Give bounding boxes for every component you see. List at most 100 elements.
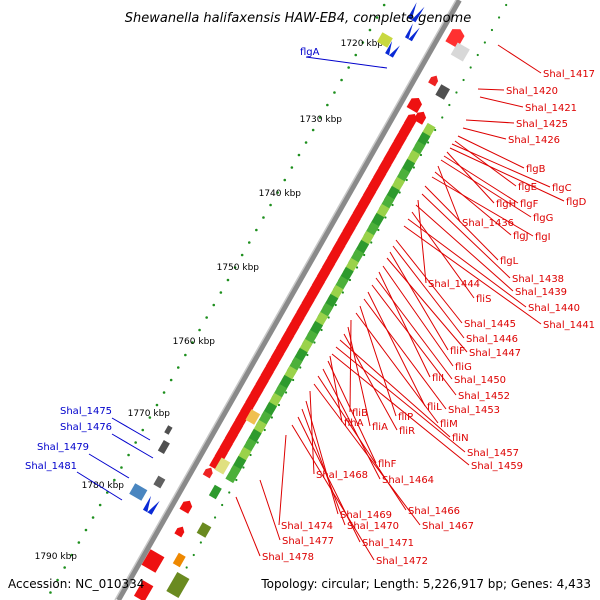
leader-line — [457, 135, 525, 169]
leader-line — [371, 284, 457, 396]
scale-dot — [70, 553, 74, 557]
reverse-gene-label: fliR — [399, 426, 415, 437]
scale-dot — [299, 366, 302, 369]
scale-label-1760: 1760 kbp — [173, 337, 216, 347]
gene-feature — [413, 111, 427, 125]
scale-dot — [262, 216, 265, 219]
leader-line — [415, 204, 514, 292]
scale-dot — [419, 153, 423, 157]
reverse-gene-label: Shal_1440 — [528, 303, 580, 314]
scale-dot — [497, 16, 501, 19]
gene-features — [129, 2, 470, 600]
scale-dot — [155, 403, 159, 407]
leader-line — [278, 434, 287, 526]
reverse-gene-label: fliN — [452, 433, 469, 444]
scale-dot — [113, 478, 116, 482]
gene-feature — [214, 457, 231, 475]
reverse-gene-label: Shal_1466 — [408, 506, 460, 517]
leader-line — [421, 193, 511, 279]
reverse-gene-label: Shal_1450 — [454, 375, 506, 386]
gene-feature — [407, 2, 425, 23]
scale-dot — [63, 566, 66, 569]
forward-gene-label: Shal_1476 — [60, 422, 112, 433]
reverse-gene-label: Shal_1470 — [347, 521, 399, 532]
leader-line — [359, 305, 397, 417]
scale-dot — [347, 66, 350, 69]
reverse-gene-label: fliI — [432, 373, 444, 384]
reverse-gene-label: Shal_1420 — [506, 86, 558, 97]
scale-dot — [233, 266, 237, 269]
leader-line — [382, 265, 454, 367]
gene-feature — [385, 40, 400, 58]
scale-dot — [255, 228, 258, 232]
reverse-gene-label: flhF — [378, 459, 397, 470]
scale-dot — [235, 478, 238, 482]
reverse-gene-label: Shal_1468 — [316, 470, 368, 481]
scale-dot — [292, 378, 295, 382]
genome-backbone — [114, 0, 462, 600]
scale-label-1720: 1720 kbp — [341, 39, 384, 49]
leader-line — [443, 155, 519, 204]
scale-dot — [176, 366, 180, 369]
scale-dot — [304, 141, 308, 144]
scale-dot — [205, 316, 208, 319]
leader-line — [497, 44, 542, 74]
reverse-gene-label: fliM — [440, 419, 458, 430]
scale-dot — [441, 116, 444, 119]
scale-dot — [462, 78, 465, 82]
scale-dot — [306, 353, 309, 357]
gene-labels: flgA Shal_1475 Shal_1476 Shal_1479 Shal_1481… — [25, 47, 595, 567]
leader-line — [403, 225, 542, 325]
scale-dot — [247, 241, 251, 244]
leader-line — [235, 496, 261, 557]
leader-line — [322, 368, 381, 480]
gene-feature — [164, 425, 173, 435]
gene-feature — [129, 483, 148, 501]
leader-line — [479, 96, 524, 108]
reverse-gene-label: Shal_1446 — [466, 334, 518, 345]
reverse-gene-label: Shal_1459 — [471, 461, 523, 472]
scale-dot — [391, 203, 394, 207]
reverse-gene-label: Shal_1439 — [515, 287, 567, 298]
reverse-gene-label: Shal_1474 — [281, 521, 333, 532]
leader-line — [407, 218, 527, 308]
reverse-gene-label: Shal_1426 — [508, 135, 560, 146]
reverse-gene-label: Shal_1464 — [382, 475, 434, 486]
scale-dot — [284, 391, 288, 394]
leader-line — [440, 159, 532, 218]
leader-line — [449, 147, 565, 202]
gene-feature — [157, 440, 170, 454]
reverse-gene-label: fliA — [372, 422, 388, 433]
scale-dot — [134, 441, 137, 444]
reverse-gene-label: Shal_1444 — [428, 279, 480, 290]
leader-line — [301, 408, 346, 526]
reverse-gene-label: flgE — [518, 182, 537, 193]
scale-dot — [361, 41, 365, 44]
leader-line — [431, 176, 534, 237]
forward-gene-label: Shal_1475 — [60, 406, 112, 417]
gene-feature — [428, 75, 439, 87]
leader-line — [477, 88, 505, 91]
scale-dot — [348, 278, 352, 282]
reverse-gene-label: flgI — [535, 232, 551, 243]
leader-line — [367, 291, 426, 407]
scale-dot — [297, 153, 301, 157]
reverse-gene-label: Shal_1478 — [262, 552, 314, 563]
leader-line — [297, 416, 361, 543]
leader-line — [313, 383, 421, 526]
leader-line — [465, 119, 515, 124]
reverse-gene-label: flhA — [344, 418, 364, 429]
leader-line — [305, 56, 388, 69]
scale-dot — [311, 128, 315, 132]
scale-dot — [283, 178, 287, 182]
leader-line — [375, 277, 453, 380]
scale-dot — [455, 91, 458, 94]
scale-dot — [382, 3, 386, 7]
leader-line — [327, 360, 377, 464]
scale-dot — [340, 78, 343, 82]
forward-gene-label: Shal_1481 — [25, 461, 77, 472]
scale-dot — [405, 178, 408, 182]
gene-feature — [196, 522, 212, 538]
